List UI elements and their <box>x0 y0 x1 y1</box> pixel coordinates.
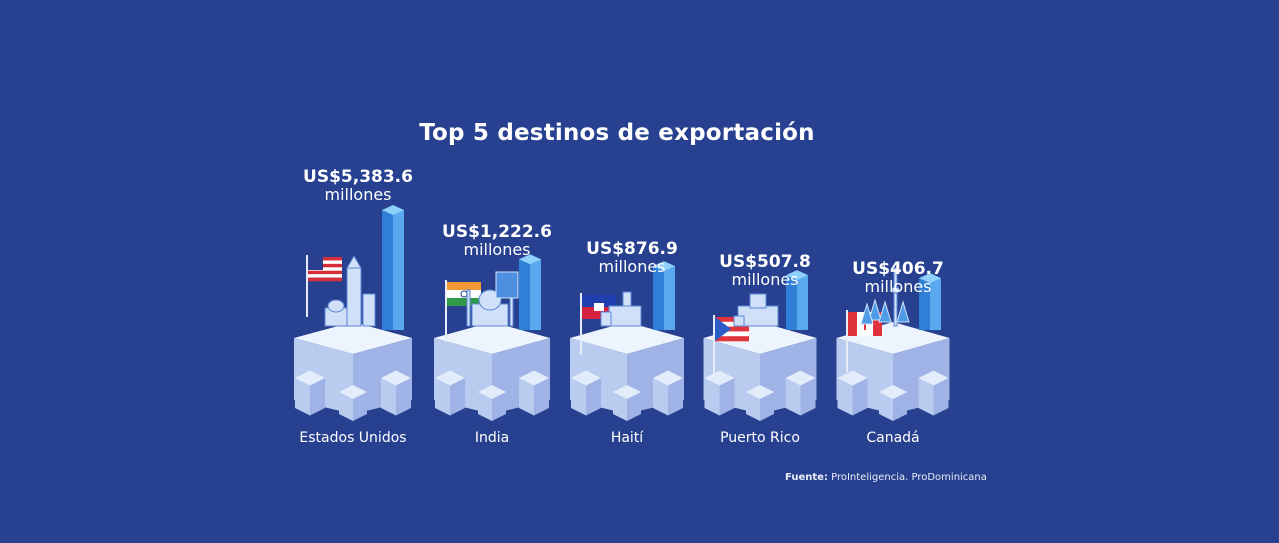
value-label: US$1,222.6 <box>442 222 552 242</box>
chart-title: Top 5 destinos de exportación <box>419 120 815 146</box>
corner-cube <box>613 385 641 421</box>
corner-cube <box>653 370 683 416</box>
corner-cube <box>879 385 907 421</box>
corner-cube <box>571 370 601 416</box>
value-label: US$5,383.6 <box>303 167 413 187</box>
source-note: Fuente: ProInteligencia. ProDominicana <box>785 472 987 483</box>
category-label: Puerto Rico <box>720 430 800 446</box>
category-label: Canadá <box>866 430 919 446</box>
corner-cube <box>704 370 735 416</box>
corner-cube <box>381 370 411 416</box>
category-label: Estados Unidos <box>299 430 406 446</box>
value-bar <box>519 254 541 330</box>
corner-cube <box>785 370 816 416</box>
taj-mahal-icon <box>466 271 519 327</box>
fortress-icon <box>733 293 779 327</box>
value-label: US$507.8 <box>719 252 811 272</box>
corner-cube <box>918 370 949 416</box>
cn-tower-forest-icon <box>860 267 910 327</box>
value-label: US$876.9 <box>586 239 678 259</box>
category-label: India <box>475 430 509 446</box>
value-label: US$406.7 <box>852 259 944 279</box>
corner-cube <box>478 385 506 421</box>
unit-label: millones <box>731 270 798 289</box>
corner-cube <box>339 385 367 421</box>
unit-label: millones <box>864 277 931 296</box>
corner-cube <box>519 370 549 416</box>
corner-cube <box>837 370 868 416</box>
value-bar <box>653 261 675 330</box>
unit-label: millones <box>324 185 391 204</box>
corner-cube <box>295 370 325 416</box>
source-label: Fuente: <box>785 472 828 483</box>
value-bar <box>382 205 404 330</box>
unit-label: millones <box>463 240 530 259</box>
puerto-rico-flag-icon <box>713 315 749 377</box>
source-text: ProInteligencia. ProDominicana <box>831 472 987 483</box>
unit-label: millones <box>598 257 665 276</box>
category-label: Haití <box>611 430 644 446</box>
city-skyline-icon <box>324 255 376 327</box>
corner-cube <box>435 370 465 416</box>
usa-flag-icon <box>306 255 342 317</box>
value-bar <box>786 270 808 330</box>
value-bar <box>919 273 941 330</box>
corner-cube <box>746 385 774 421</box>
palace-icon <box>600 291 642 327</box>
